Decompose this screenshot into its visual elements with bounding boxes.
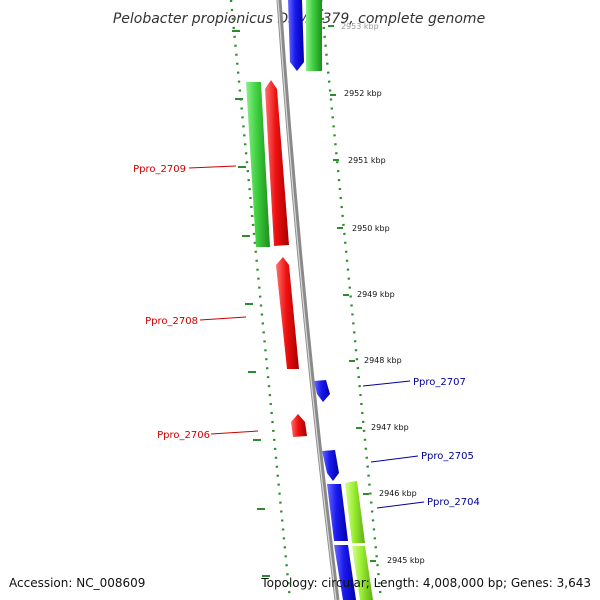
- gene-label-ppro-2708[interactable]: Ppro_2708: [145, 316, 198, 327]
- forward-cds-feature[interactable]: [288, 0, 304, 71]
- lightgreen-feature[interactable]: [352, 546, 373, 600]
- reverse-cds-feature[interactable]: [265, 80, 289, 246]
- forward-cds-feature[interactable]: [327, 484, 348, 541]
- green-feature[interactable]: [246, 82, 270, 247]
- topology-info: Topology: circular; Length: 4,008,000 bp…: [260, 576, 591, 590]
- kbp-label: 2945 kbp: [387, 556, 425, 565]
- gene-label-leader: [199, 316, 247, 321]
- gene-label-ppro-2705[interactable]: Ppro_2705: [421, 451, 474, 462]
- gene-label-leader: [370, 455, 419, 463]
- reverse-cds-feature[interactable]: [276, 257, 299, 369]
- gene-label-leader: [210, 430, 259, 435]
- inner-ring-guide: [319, 0, 383, 600]
- forward-cds-feature[interactable]: [334, 545, 356, 600]
- gene-label-ppro-2704[interactable]: Ppro_2704: [427, 497, 480, 508]
- kbp-label: 2951 kbp: [348, 156, 386, 165]
- gene-label-ppro-2707[interactable]: Ppro_2707: [413, 377, 466, 388]
- forward-cds-feature[interactable]: [322, 450, 339, 481]
- genome-backbone: [276, 0, 340, 600]
- forward-cds-feature[interactable]: [314, 380, 330, 402]
- green-feature[interactable]: [306, 0, 322, 71]
- gene-label-leader: [362, 380, 411, 387]
- lightgreen-feature[interactable]: [345, 481, 365, 543]
- gene-label-leader: [188, 165, 237, 169]
- genome-backbone-highlight: [277, 0, 337, 600]
- kbp-label: 2949 kbp: [357, 290, 395, 299]
- gene-label-ppro-2706[interactable]: Ppro_2706: [157, 430, 210, 441]
- gene-label-leader: [376, 501, 425, 509]
- inner-scale-ticks: [328, 25, 376, 562]
- accession-label: Accession: NC_008609: [9, 576, 145, 590]
- kbp-label: 2950 kbp: [352, 224, 390, 233]
- gene-label-ppro-2709[interactable]: Ppro_2709: [133, 164, 186, 175]
- outer-scale-ticks: [232, 30, 270, 577]
- kbp-label: 2952 kbp: [344, 89, 382, 98]
- kbp-label: 2946 kbp: [379, 489, 417, 498]
- kbp-label: 2953 kbp: [341, 22, 379, 31]
- reverse-cds-feature[interactable]: [291, 414, 307, 437]
- kbp-label: 2948 kbp: [364, 356, 402, 365]
- kbp-label: 2947 kbp: [371, 423, 409, 432]
